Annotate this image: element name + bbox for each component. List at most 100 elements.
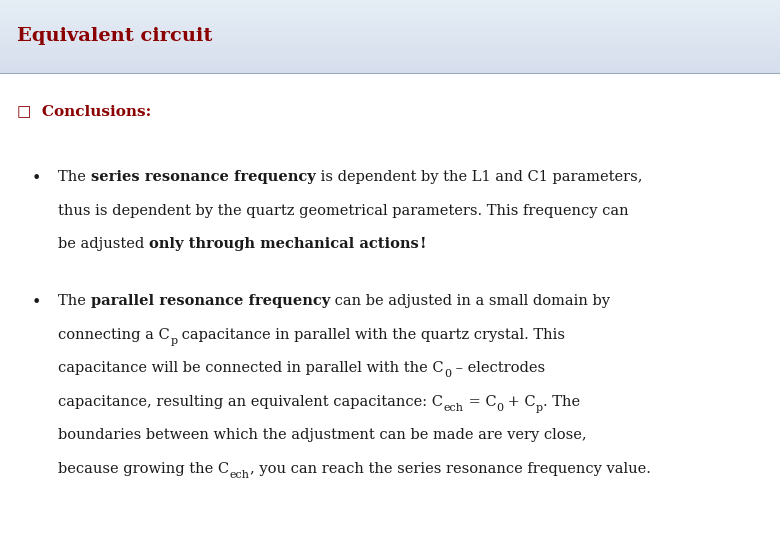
Bar	[0, 71, 780, 72]
Text: •: •	[31, 294, 41, 311]
Bar	[0, 23, 780, 24]
Text: The: The	[58, 170, 91, 184]
Bar	[0, 59, 780, 60]
Bar	[0, 18, 780, 19]
Bar	[0, 27, 780, 28]
Text: because growing the C: because growing the C	[58, 462, 229, 476]
Text: , you can reach the series resonance frequency value.: , you can reach the series resonance fre…	[250, 462, 651, 476]
Bar	[0, 11, 780, 12]
Bar	[0, 56, 780, 57]
Bar	[0, 62, 780, 63]
Bar	[0, 68, 780, 69]
Text: Equivalent circuit: Equivalent circuit	[17, 28, 212, 45]
Bar	[0, 57, 780, 58]
Text: p: p	[536, 403, 543, 413]
Bar	[0, 10, 780, 11]
Bar	[0, 12, 780, 13]
Bar	[0, 28, 780, 29]
Bar	[0, 65, 780, 66]
Bar	[0, 61, 780, 62]
Text: parallel resonance frequency: parallel resonance frequency	[91, 294, 330, 308]
Bar	[0, 39, 780, 40]
Bar	[0, 15, 780, 16]
Bar	[0, 22, 780, 23]
Bar	[0, 16, 780, 17]
Bar	[0, 33, 780, 34]
Bar	[0, 38, 780, 39]
Bar	[0, 31, 780, 32]
Text: The: The	[58, 294, 91, 308]
Text: is dependent by the L1 and C1 parameters,: is dependent by the L1 and C1 parameters…	[316, 170, 642, 184]
Text: □  Conclusions:: □ Conclusions:	[17, 104, 151, 118]
Bar	[0, 54, 780, 55]
Bar	[0, 73, 780, 540]
Bar	[0, 24, 780, 25]
Text: ech: ech	[229, 470, 250, 480]
Text: – electrodes: – electrodes	[452, 361, 545, 375]
Bar	[0, 19, 780, 21]
Bar	[0, 49, 780, 50]
Bar	[0, 29, 780, 30]
Text: capacitance in parallel with the quartz crystal. This: capacitance in parallel with the quartz …	[177, 328, 566, 342]
Text: thus is dependent by the quartz geometrical parameters. This frequency can: thus is dependent by the quartz geometri…	[58, 204, 629, 218]
Bar	[0, 2, 780, 3]
Bar	[0, 63, 780, 64]
Bar	[0, 26, 780, 27]
Text: be adjusted: be adjusted	[58, 237, 150, 251]
Bar	[0, 6, 780, 7]
Bar	[0, 37, 780, 38]
Text: p: p	[170, 336, 177, 346]
Text: series resonance frequency: series resonance frequency	[91, 170, 316, 184]
Bar	[0, 70, 780, 71]
Bar	[0, 72, 780, 73]
Bar	[0, 25, 780, 26]
Bar	[0, 44, 780, 45]
Bar	[0, 5, 780, 6]
Bar	[0, 17, 780, 18]
Text: boundaries between which the adjustment can be made are very close,: boundaries between which the adjustment …	[58, 428, 587, 442]
Text: + C: + C	[503, 395, 536, 409]
Bar	[0, 3, 780, 4]
Text: 0: 0	[496, 403, 503, 413]
Bar	[0, 21, 780, 22]
Bar	[0, 9, 780, 10]
Bar	[0, 64, 780, 65]
Bar	[0, 46, 780, 48]
Bar	[0, 66, 780, 67]
Bar	[0, 30, 780, 31]
Bar	[0, 14, 780, 15]
Bar	[0, 0, 780, 1]
Text: !: !	[419, 237, 426, 251]
Bar	[0, 52, 780, 53]
Bar	[0, 43, 780, 44]
Bar	[0, 51, 780, 52]
Text: capacitance will be connected in parallel with the C: capacitance will be connected in paralle…	[58, 361, 444, 375]
Text: 0: 0	[444, 369, 452, 380]
Bar	[0, 35, 780, 36]
Bar	[0, 42, 780, 43]
Bar	[0, 53, 780, 54]
Bar	[0, 58, 780, 59]
Bar	[0, 40, 780, 41]
Bar	[0, 55, 780, 56]
Bar	[0, 69, 780, 70]
Text: •: •	[31, 170, 41, 187]
Bar	[0, 50, 780, 51]
Bar	[0, 32, 780, 33]
Text: . The: . The	[543, 395, 580, 409]
Bar	[0, 34, 780, 35]
Bar	[0, 8, 780, 9]
Bar	[0, 13, 780, 14]
Bar	[0, 67, 780, 68]
Bar	[0, 1, 780, 2]
Bar	[0, 41, 780, 42]
Text: only through mechanical actions: only through mechanical actions	[150, 237, 419, 251]
Text: capacitance, resulting an equivalent capacitance: C: capacitance, resulting an equivalent cap…	[58, 395, 444, 409]
Text: ech: ech	[444, 403, 463, 413]
Bar	[0, 36, 780, 37]
Text: can be adjusted in a small domain by: can be adjusted in a small domain by	[330, 294, 610, 308]
Bar	[0, 45, 780, 46]
Text: = C: = C	[463, 395, 496, 409]
Text: connecting a C: connecting a C	[58, 328, 170, 342]
Bar	[0, 48, 780, 49]
